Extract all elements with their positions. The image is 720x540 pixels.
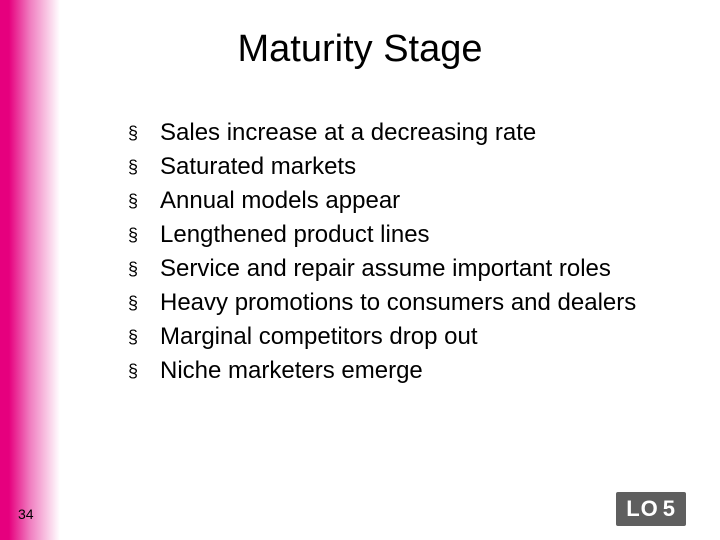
list-item: § Marginal competitors drop out xyxy=(128,322,688,352)
bullet-icon: § xyxy=(128,118,142,148)
side-gradient xyxy=(0,0,60,540)
bullet-icon: § xyxy=(128,220,142,250)
bullet-text: Heavy promotions to consumers and dealer… xyxy=(142,288,636,318)
lo-badge-prefix: LO xyxy=(626,496,659,522)
bullet-icon: § xyxy=(128,322,142,352)
list-item: § Saturated markets xyxy=(128,152,688,182)
slide-number: 34 xyxy=(18,506,34,522)
bullet-text: Niche marketers emerge xyxy=(142,356,423,386)
list-item: § Niche marketers emerge xyxy=(128,356,688,386)
bullet-icon: § xyxy=(128,152,142,182)
bullet-icon: § xyxy=(128,288,142,318)
list-item: § Service and repair assume important ro… xyxy=(128,254,688,284)
bullet-icon: § xyxy=(128,254,142,284)
lo-badge: LO 5 xyxy=(616,492,686,526)
bullet-text: Sales increase at a decreasing rate xyxy=(142,118,536,148)
slide-title: Maturity Stage xyxy=(0,28,720,71)
list-item: § Annual models appear xyxy=(128,186,688,216)
bullet-text: Marginal competitors drop out xyxy=(142,322,477,352)
bullet-list: § Sales increase at a decreasing rate § … xyxy=(128,118,688,390)
bullet-text: Service and repair assume important role… xyxy=(142,254,611,284)
bullet-text: Annual models appear xyxy=(142,186,400,216)
bullet-icon: § xyxy=(128,186,142,216)
bullet-text: Lengthened product lines xyxy=(142,220,430,250)
bullet-text: Saturated markets xyxy=(142,152,356,182)
list-item: § Heavy promotions to consumers and deal… xyxy=(128,288,688,318)
lo-badge-number: 5 xyxy=(663,496,676,522)
list-item: § Sales increase at a decreasing rate xyxy=(128,118,688,148)
list-item: § Lengthened product lines xyxy=(128,220,688,250)
bullet-icon: § xyxy=(128,356,142,386)
